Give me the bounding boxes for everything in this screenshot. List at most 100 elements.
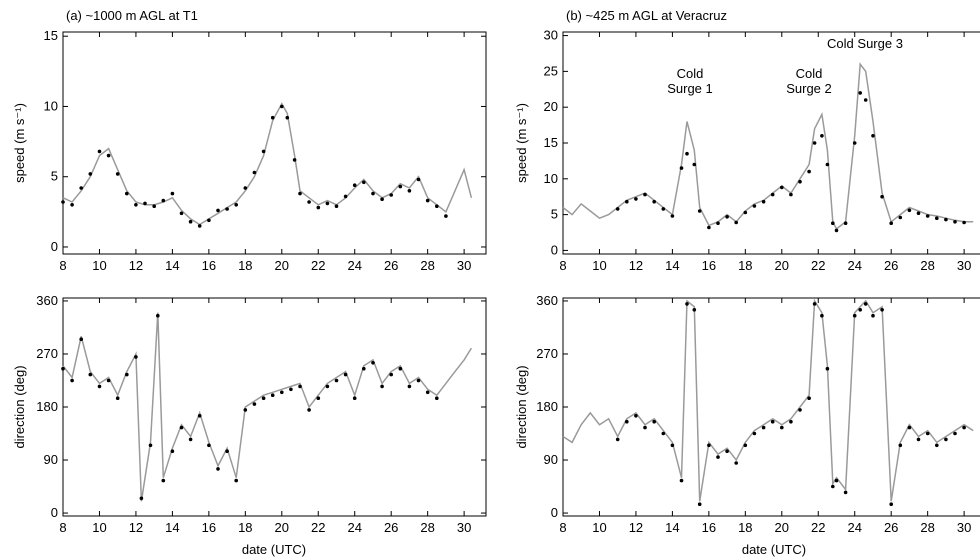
y-tick-label: 5 [51, 169, 58, 184]
observation-point [97, 384, 102, 389]
observation-point [944, 217, 948, 222]
x-tick-label: 30 [957, 520, 971, 535]
x-tick-label: 24 [847, 520, 861, 535]
observation-point [197, 224, 202, 228]
x-tick-label: 12 [129, 258, 143, 273]
observation-point [225, 207, 229, 211]
observation-point [389, 193, 394, 197]
observation-point [679, 166, 684, 170]
observation-point [125, 191, 129, 196]
x-tick-label: 24 [847, 258, 861, 273]
x-tick-label: 22 [811, 258, 825, 273]
y-tick-label: 90 [44, 452, 58, 467]
y-tick-label: 0 [551, 242, 558, 257]
observation-point [270, 115, 275, 120]
observation-point [831, 484, 835, 489]
panel-c-y-axis-label: direction (deg) [12, 365, 27, 448]
observation-point [207, 443, 211, 448]
observation-point [398, 184, 403, 189]
panel-c-model-line [62, 312, 473, 502]
observation-point [334, 378, 339, 383]
y-tick-label: 0 [551, 505, 558, 520]
observation-point [179, 425, 184, 430]
panel-b-y-axis-label: speed (m s⁻¹) [514, 103, 529, 183]
observation-point [634, 197, 638, 201]
observation-point [398, 366, 403, 371]
panel-d-x-ticks: 8 10 12 14 16 18 20 22 24 26 28 30 [559, 298, 971, 535]
observation-point [371, 361, 375, 365]
observation-point [670, 214, 675, 218]
panel-d-direction-veracruz: 0 90 180 270 360 8 10 12 14 16 18 20 22 24 26 28 30 dir… [514, 293, 980, 557]
observation-point [307, 200, 311, 204]
observation-point [679, 478, 684, 483]
observation-point [115, 172, 120, 176]
panel-a-title: (a) ~1000 m AGL at T1 [66, 8, 198, 23]
observation-point [170, 191, 175, 196]
x-tick-label: 10 [92, 258, 106, 273]
panel-d-frame [562, 297, 980, 517]
observation-point [820, 313, 824, 318]
observation-point [935, 216, 939, 220]
observation-point [261, 396, 266, 401]
observation-point [725, 449, 729, 454]
y-tick-label: 0 [51, 505, 58, 520]
observation-point [820, 134, 824, 138]
x-tick-label: 14 [665, 520, 679, 535]
annotation-cold-surge-2-line1: Cold [796, 66, 823, 81]
observation-point [298, 384, 302, 389]
observation-point [161, 198, 166, 203]
observation-point [625, 419, 629, 424]
y-tick-label: 0 [51, 239, 58, 254]
observation-point [770, 192, 775, 197]
observation-point [261, 149, 266, 154]
observation-point [661, 431, 666, 436]
panel-a-observation-points [61, 104, 448, 228]
panel-c-x-ticks: 8 10 12 14 16 18 20 22 24 26 28 30 [59, 298, 471, 535]
y-tick-label: 15 [44, 28, 58, 43]
observation-point [898, 443, 903, 448]
x-tick-label: 16 [702, 520, 716, 535]
x-tick-label: 28 [920, 258, 934, 273]
annotation-cold-surge-1-line2: Surge 1 [667, 81, 713, 96]
observation-point [907, 425, 912, 430]
observation-point [634, 414, 638, 418]
observation-point [343, 372, 348, 377]
observation-point [643, 192, 647, 197]
panel-d-observation-points [615, 302, 966, 507]
observation-point [197, 414, 202, 418]
panel-c-y-ticks: 0 90 180 270 360 [36, 293, 486, 520]
observation-point [425, 198, 430, 203]
x-tick-label: 12 [629, 258, 643, 273]
x-tick-label: 14 [665, 258, 679, 273]
observation-point [953, 431, 957, 436]
observation-point [88, 172, 93, 176]
observation-point [858, 308, 862, 312]
observation-point [743, 443, 748, 448]
observation-point [925, 431, 930, 436]
observation-point [407, 384, 412, 389]
x-tick-label: 8 [559, 520, 566, 535]
observation-point [106, 378, 111, 383]
observation-point [789, 192, 793, 197]
observation-point [325, 384, 330, 389]
observation-point [334, 204, 339, 208]
observation-point [252, 170, 257, 175]
x-tick-label: 16 [202, 520, 216, 535]
observation-point [825, 162, 830, 167]
y-tick-label: 90 [544, 452, 558, 467]
observation-point [935, 443, 939, 448]
x-tick-label: 12 [629, 520, 643, 535]
observation-point [425, 390, 430, 395]
observation-point [352, 183, 357, 187]
observation-point [316, 396, 321, 401]
observation-point [752, 431, 757, 436]
x-tick-label: 20 [775, 520, 789, 535]
panel-a-speed-t1: (a) ~1000 m AGL at T1 0 5 10 15 8 10 12 14 16 18… [12, 8, 487, 273]
observation-point [858, 91, 862, 95]
observation-point [734, 220, 738, 225]
y-tick-label: 270 [536, 346, 558, 361]
observation-point [652, 199, 656, 204]
observation-point [780, 425, 784, 430]
observation-point [243, 186, 248, 190]
x-tick-label: 26 [384, 520, 398, 535]
